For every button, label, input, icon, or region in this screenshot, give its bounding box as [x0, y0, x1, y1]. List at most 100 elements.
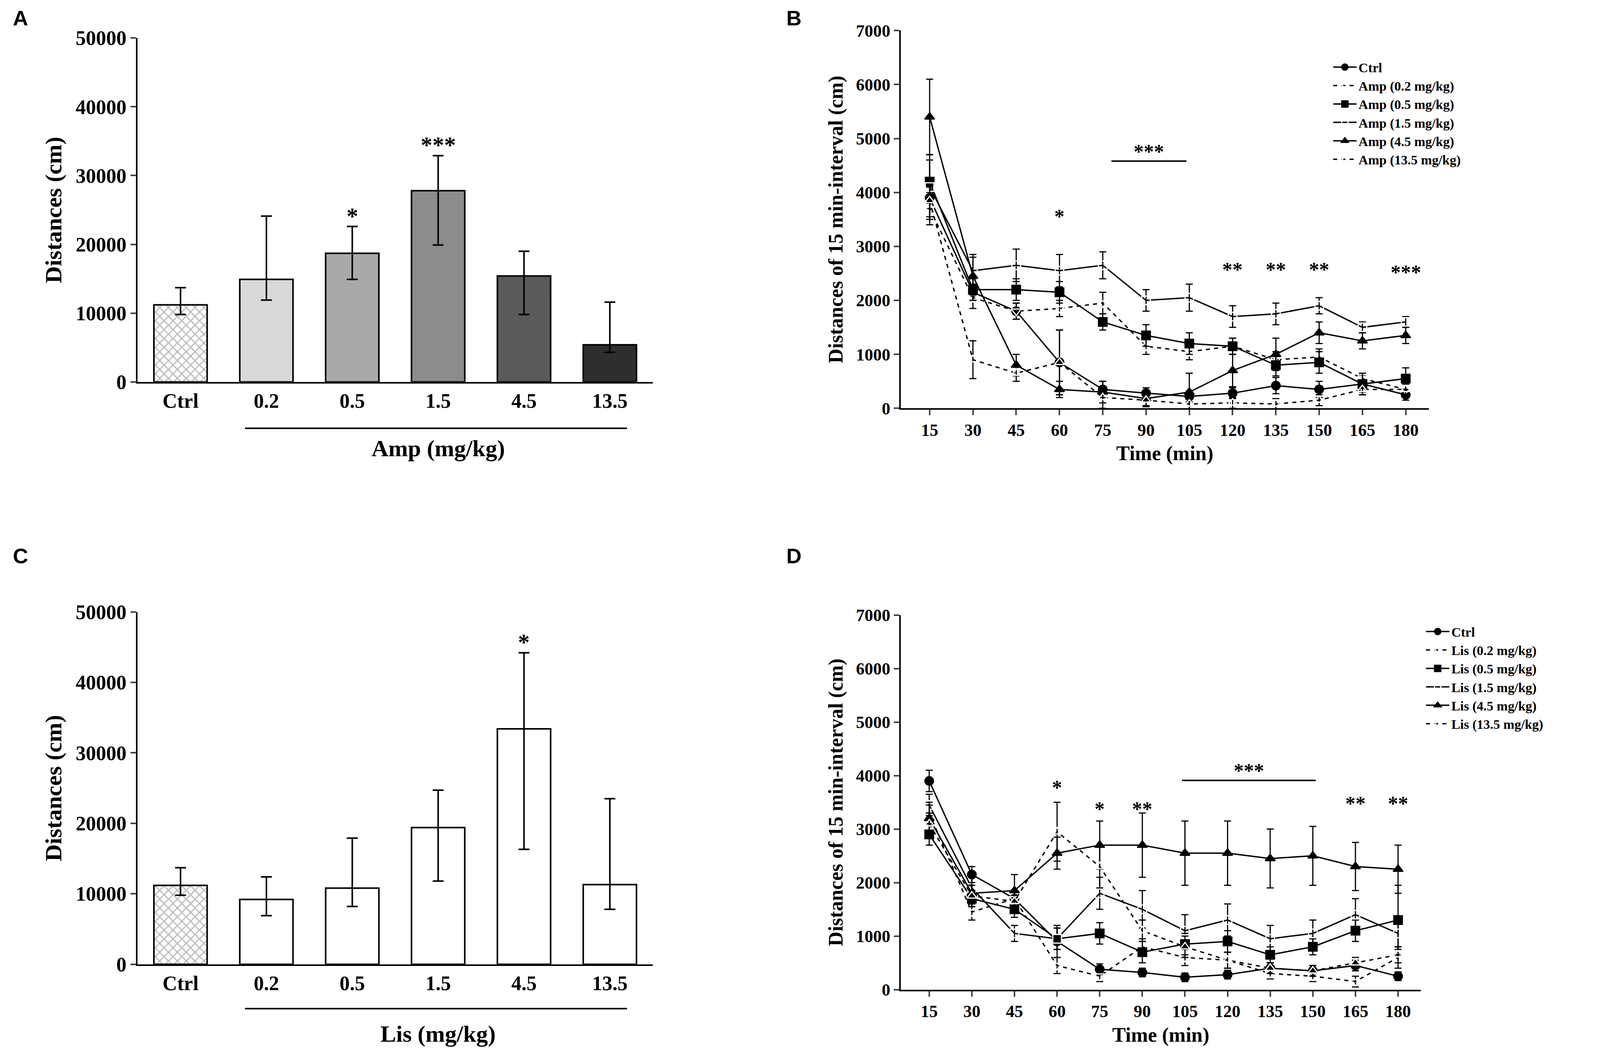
- svg-text:0: 0: [881, 399, 891, 419]
- svg-text:**: **: [1345, 792, 1366, 815]
- svg-text:1.5: 1.5: [425, 389, 451, 413]
- svg-text:Ctrl: Ctrl: [1358, 60, 1383, 75]
- svg-text:0.5: 0.5: [339, 389, 365, 413]
- svg-text:15: 15: [920, 1001, 938, 1022]
- svg-text:3000: 3000: [855, 237, 891, 257]
- svg-text:60: 60: [1050, 420, 1068, 440]
- svg-text:Distances of 15 min-interval (: Distances of 15 min-interval (cm): [824, 658, 848, 947]
- svg-text:**: **: [1222, 258, 1243, 281]
- svg-text:90: 90: [1133, 1001, 1151, 1022]
- svg-text:Lis (mg/kg): Lis (mg/kg): [380, 1021, 496, 1047]
- svg-text:*: *: [1054, 205, 1065, 228]
- svg-text:120: 120: [1214, 1001, 1241, 1022]
- svg-text:60: 60: [1048, 1001, 1066, 1022]
- svg-text:105: 105: [1176, 420, 1203, 440]
- svg-text:Amp (1.5 mg/kg): Amp (1.5 mg/kg): [1358, 116, 1455, 131]
- svg-text:***: ***: [1390, 261, 1422, 284]
- svg-text:Distances (cm): Distances (cm): [40, 714, 67, 862]
- svg-text:3000: 3000: [855, 819, 891, 840]
- svg-text:4.5: 4.5: [511, 389, 537, 413]
- svg-text:2000: 2000: [855, 291, 891, 311]
- svg-text:Ctrl: Ctrl: [1451, 625, 1475, 640]
- svg-text:Lis (4.5 mg/kg): Lis (4.5 mg/kg): [1451, 698, 1537, 714]
- svg-text:13.5: 13.5: [592, 972, 628, 995]
- svg-text:1000: 1000: [855, 345, 891, 365]
- svg-text:30: 30: [964, 420, 982, 440]
- svg-text:30: 30: [963, 1001, 981, 1022]
- svg-text:40000: 40000: [75, 671, 127, 694]
- svg-text:50000: 50000: [75, 26, 127, 50]
- svg-text:**: **: [1308, 258, 1330, 281]
- svg-text:Ctrl: Ctrl: [162, 972, 199, 995]
- svg-text:**: **: [1265, 258, 1286, 281]
- svg-text:135: 135: [1262, 420, 1289, 440]
- svg-text:*: *: [346, 203, 359, 229]
- svg-text:5000: 5000: [855, 712, 891, 733]
- svg-text:20000: 20000: [75, 812, 127, 835]
- svg-text:45: 45: [1007, 420, 1025, 440]
- svg-text:165: 165: [1349, 420, 1376, 440]
- svg-text:75: 75: [1094, 420, 1112, 440]
- svg-text:7000: 7000: [855, 21, 891, 41]
- svg-text:135: 135: [1257, 1001, 1284, 1022]
- svg-text:150: 150: [1306, 420, 1333, 440]
- svg-text:C: C: [12, 544, 29, 568]
- svg-text:0.5: 0.5: [339, 972, 365, 995]
- svg-text:30000: 30000: [75, 164, 127, 188]
- svg-text:30000: 30000: [75, 742, 127, 765]
- svg-text:Lis (13.5 mg/kg): Lis (13.5 mg/kg): [1451, 717, 1543, 733]
- svg-text:Amp (0.2 mg/kg): Amp (0.2 mg/kg): [1358, 78, 1455, 94]
- svg-text:90: 90: [1137, 420, 1155, 440]
- svg-text:D: D: [786, 544, 802, 568]
- svg-text:0.2: 0.2: [253, 972, 279, 995]
- svg-text:1000: 1000: [855, 926, 891, 947]
- svg-text:5000: 5000: [855, 129, 891, 149]
- svg-text:120: 120: [1219, 420, 1246, 440]
- svg-text:1.5: 1.5: [425, 972, 451, 995]
- svg-text:13.5: 13.5: [592, 389, 628, 413]
- svg-text:10000: 10000: [75, 302, 127, 325]
- svg-text:0: 0: [116, 371, 127, 394]
- svg-text:4000: 4000: [855, 183, 891, 203]
- svg-text:150: 150: [1300, 1001, 1326, 1022]
- svg-text:105: 105: [1171, 1001, 1198, 1022]
- svg-text:Distances of 15 min-interval (: Distances of 15 min-interval (cm): [824, 75, 848, 364]
- svg-text:Time (min): Time (min): [1112, 1023, 1210, 1047]
- svg-text:50000: 50000: [75, 601, 127, 624]
- svg-text:0: 0: [881, 980, 891, 1000]
- svg-text:6000: 6000: [855, 75, 891, 95]
- svg-text:***: ***: [420, 132, 456, 158]
- svg-text:15: 15: [921, 420, 939, 440]
- svg-text:**: **: [1387, 792, 1409, 815]
- svg-text:Amp (4.5 mg/kg): Amp (4.5 mg/kg): [1358, 134, 1455, 150]
- svg-text:B: B: [786, 6, 802, 30]
- svg-text:Time (min): Time (min): [1116, 442, 1214, 465]
- svg-text:Lis (1.5 mg/kg): Lis (1.5 mg/kg): [1451, 680, 1537, 696]
- svg-text:Amp (mg/kg): Amp (mg/kg): [371, 435, 506, 462]
- svg-text:Distances (cm): Distances (cm): [40, 136, 67, 284]
- svg-text:Amp (13.5 mg/kg): Amp (13.5 mg/kg): [1358, 152, 1461, 168]
- svg-text:*: *: [1094, 798, 1105, 821]
- svg-text:Lis (0.5 mg/kg): Lis (0.5 mg/kg): [1451, 661, 1537, 677]
- svg-text:6000: 6000: [855, 659, 891, 679]
- svg-text:*: *: [1051, 776, 1063, 799]
- svg-text:***: ***: [1133, 140, 1165, 163]
- svg-text:10000: 10000: [75, 882, 127, 906]
- svg-text:Lis (0.2 mg/kg): Lis (0.2 mg/kg): [1451, 643, 1537, 659]
- svg-text:**: **: [1132, 798, 1153, 821]
- svg-text:A: A: [12, 6, 29, 30]
- svg-text:Amp (0.5 mg/kg): Amp (0.5 mg/kg): [1358, 97, 1455, 113]
- svg-text:45: 45: [1005, 1001, 1024, 1022]
- svg-text:7000: 7000: [855, 605, 891, 625]
- svg-text:0: 0: [116, 953, 127, 976]
- svg-text:75: 75: [1091, 1001, 1109, 1022]
- svg-text:Ctrl: Ctrl: [162, 389, 199, 413]
- svg-text:180: 180: [1385, 1001, 1411, 1022]
- svg-text:0.2: 0.2: [253, 389, 279, 413]
- svg-text:180: 180: [1392, 420, 1419, 440]
- svg-text:20000: 20000: [75, 233, 127, 256]
- svg-text:2000: 2000: [855, 873, 891, 893]
- svg-text:40000: 40000: [75, 96, 127, 119]
- svg-text:*: *: [517, 629, 530, 656]
- svg-text:4000: 4000: [855, 766, 891, 786]
